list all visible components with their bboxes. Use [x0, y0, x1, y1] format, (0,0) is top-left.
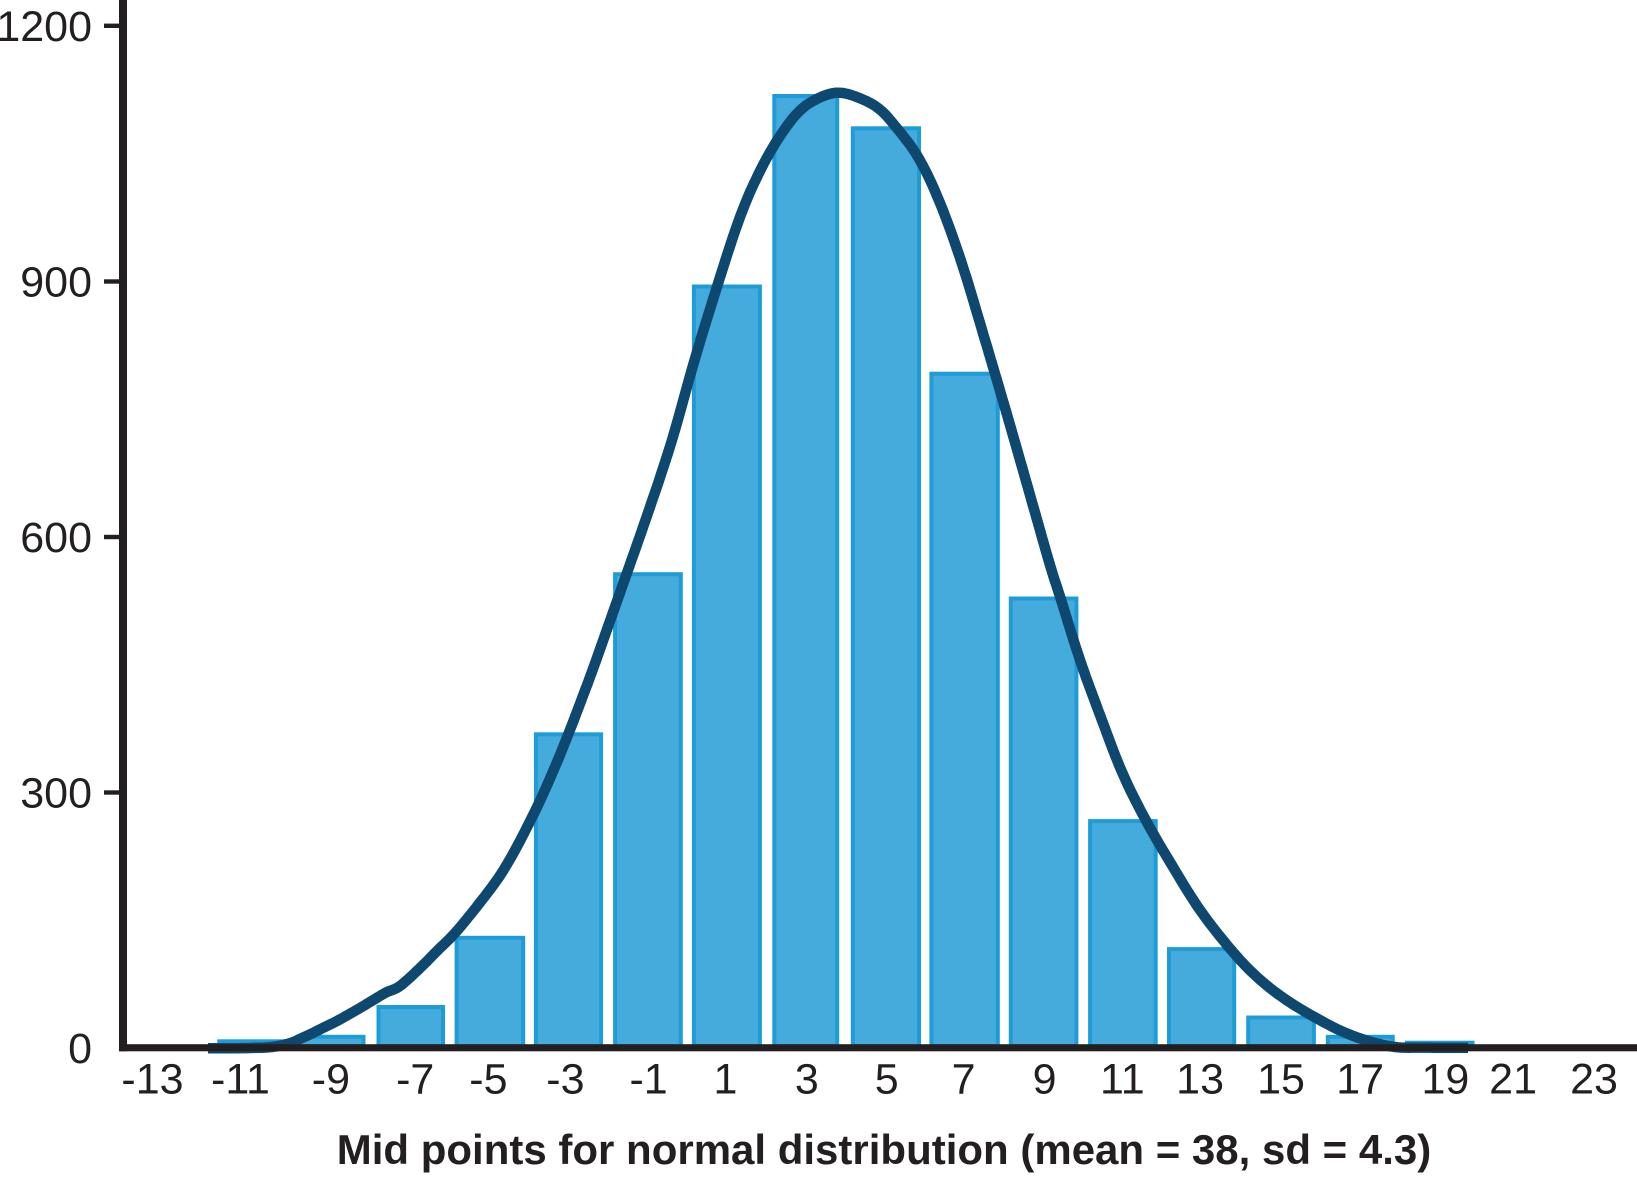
svg-text:-9: -9 [312, 1055, 350, 1103]
svg-text:15: 15 [1257, 1055, 1305, 1103]
svg-text:600: 600 [20, 514, 92, 562]
svg-text:21: 21 [1489, 1055, 1537, 1103]
svg-text:13: 13 [1176, 1055, 1224, 1103]
svg-text:-5: -5 [469, 1055, 507, 1103]
svg-text:19: 19 [1421, 1055, 1469, 1103]
svg-text:Mid points for normal distribu: Mid points for normal distribution (mean… [337, 1126, 1431, 1173]
svg-text:3: 3 [795, 1055, 819, 1103]
svg-text:-7: -7 [396, 1055, 434, 1103]
svg-text:-13: -13 [121, 1055, 183, 1103]
svg-text:23: 23 [1570, 1055, 1618, 1103]
svg-text:0: 0 [68, 1025, 92, 1073]
svg-text:1200: 1200 [0, 3, 92, 51]
svg-text:1: 1 [714, 1055, 738, 1103]
svg-text:300: 300 [20, 770, 92, 818]
svg-text:7: 7 [952, 1055, 976, 1103]
svg-text:17: 17 [1336, 1055, 1384, 1103]
svg-text:11: 11 [1100, 1055, 1145, 1103]
svg-text:900: 900 [20, 259, 92, 307]
svg-text:9: 9 [1033, 1055, 1057, 1103]
svg-text:-11: -11 [211, 1055, 270, 1103]
svg-text:-1: -1 [629, 1055, 667, 1103]
svg-text:-3: -3 [546, 1055, 584, 1103]
svg-text:5: 5 [875, 1055, 899, 1103]
